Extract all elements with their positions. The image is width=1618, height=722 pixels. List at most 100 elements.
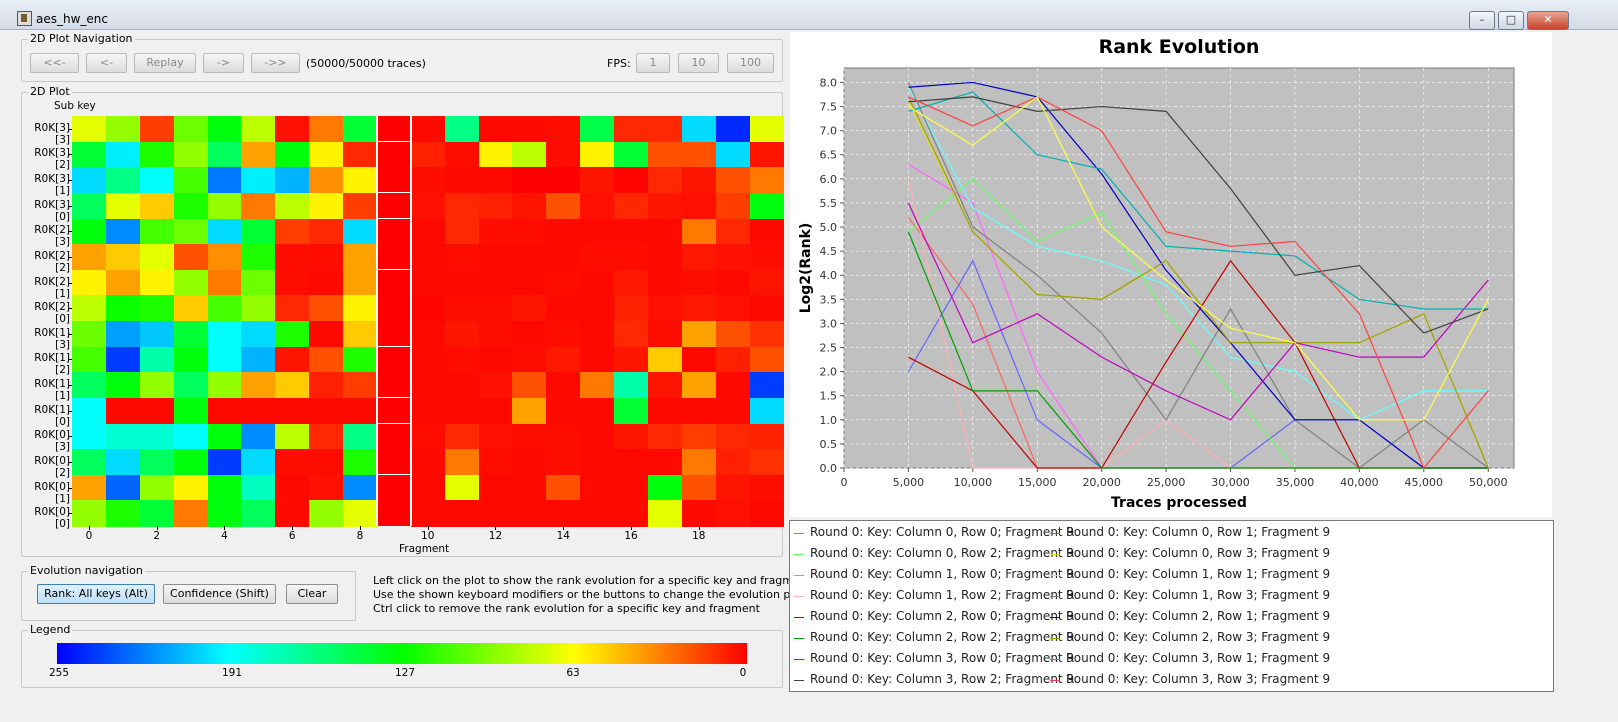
heatmap-cell[interactable] xyxy=(343,321,378,348)
heatmap-cell[interactable] xyxy=(546,372,581,399)
heatmap-cell[interactable] xyxy=(376,449,412,476)
heatmap-cell[interactable] xyxy=(275,346,310,373)
heatmap-cell[interactable] xyxy=(512,167,547,194)
heatmap-cell[interactable] xyxy=(207,423,242,450)
heatmap-cell[interactable] xyxy=(546,397,581,424)
heatmap-cell[interactable] xyxy=(173,141,208,168)
heatmap-cell[interactable] xyxy=(444,397,480,424)
heatmap-cell[interactable] xyxy=(72,295,107,322)
heatmap-cell[interactable] xyxy=(647,321,683,348)
heatmap-cell[interactable] xyxy=(478,192,513,219)
heatmap-cell[interactable] xyxy=(241,218,276,245)
heatmap-cell[interactable] xyxy=(376,474,412,501)
heatmap-cell[interactable] xyxy=(139,474,175,501)
heatmap-cell[interactable] xyxy=(410,449,446,476)
heatmap-cell[interactable] xyxy=(580,141,615,168)
heatmap-cell[interactable] xyxy=(275,167,310,194)
heatmap-cell[interactable] xyxy=(512,397,547,424)
heatmap-cell[interactable] xyxy=(241,141,276,168)
heatmap-cell[interactable] xyxy=(105,192,141,219)
fps-1-button[interactable]: 1 xyxy=(636,53,670,73)
heatmap-cell[interactable] xyxy=(275,295,310,322)
heatmap-cell[interactable] xyxy=(614,269,649,296)
heatmap-cell[interactable] xyxy=(376,397,412,424)
heatmap-cell[interactable] xyxy=(309,192,344,219)
heatmap-cell[interactable] xyxy=(241,346,276,373)
heatmap-cell[interactable] xyxy=(105,423,141,450)
heatmap-cell[interactable] xyxy=(105,474,141,501)
heatmap-cell[interactable] xyxy=(105,372,141,399)
heatmap-cell[interactable] xyxy=(580,167,615,194)
heatmap-cell[interactable] xyxy=(309,346,344,373)
heatmap-cell[interactable] xyxy=(72,346,107,373)
heatmap-cell[interactable] xyxy=(376,321,412,348)
heatmap-cell[interactable] xyxy=(105,116,141,143)
replay-button[interactable]: Replay xyxy=(134,53,196,73)
heatmap-cell[interactable] xyxy=(105,321,141,348)
heatmap-cell[interactable] xyxy=(139,192,175,219)
fps-10-button[interactable]: 10 xyxy=(678,53,719,73)
heatmap-cell[interactable] xyxy=(478,321,513,348)
heatmap-cell[interactable] xyxy=(580,269,615,296)
heatmap-cell[interactable] xyxy=(309,474,344,501)
heatmap-cell[interactable] xyxy=(478,269,513,296)
heatmap-cell[interactable] xyxy=(309,295,344,322)
heatmap-cell[interactable] xyxy=(376,244,412,271)
heatmap-cell[interactable] xyxy=(681,269,717,296)
heatmap-cell[interactable] xyxy=(275,116,310,143)
heatmap-cell[interactable] xyxy=(139,423,175,450)
heatmap-cell[interactable] xyxy=(681,244,717,271)
heatmap-cell[interactable] xyxy=(309,141,344,168)
heatmap-cell[interactable] xyxy=(512,116,547,143)
heatmap-cell[interactable] xyxy=(647,192,683,219)
heatmap-cell[interactable] xyxy=(614,321,649,348)
heatmap-cell[interactable] xyxy=(343,269,378,296)
heatmap-cell[interactable] xyxy=(681,192,717,219)
heatmap-cell[interactable] xyxy=(105,346,141,373)
heatmap-cell[interactable] xyxy=(715,449,751,476)
heatmap-cell[interactable] xyxy=(647,141,683,168)
heatmap-cell[interactable] xyxy=(512,141,547,168)
heatmap-cell[interactable] xyxy=(376,269,412,296)
heatmap-cell[interactable] xyxy=(173,397,208,424)
heatmap-cell[interactable] xyxy=(681,500,717,527)
heatmap-cell[interactable] xyxy=(715,295,751,322)
heatmap-cell[interactable] xyxy=(343,141,378,168)
heatmap-cell[interactable] xyxy=(343,116,378,143)
heatmap-cell[interactable] xyxy=(546,474,581,501)
heatmap-cell[interactable] xyxy=(614,167,649,194)
heatmap-cell[interactable] xyxy=(647,295,683,322)
heatmap-cell[interactable] xyxy=(309,269,344,296)
heatmap-cell[interactable] xyxy=(410,218,446,245)
heatmap-cell[interactable] xyxy=(647,500,683,527)
heatmap-cell[interactable] xyxy=(173,218,208,245)
heatmap-cell[interactable] xyxy=(207,474,242,501)
heatmap-cell[interactable] xyxy=(681,295,717,322)
heatmap-cell[interactable] xyxy=(410,116,446,143)
heatmap-cell[interactable] xyxy=(681,321,717,348)
heatmap-cell[interactable] xyxy=(580,423,615,450)
rank-evolution-chart[interactable]: Rank Evolution 0.0 0.5 1.0 1.5 2.0 2.5 3.0 3.5 4.… xyxy=(790,32,1552,517)
heatmap-cell[interactable] xyxy=(444,346,480,373)
heatmap-cell[interactable] xyxy=(207,346,242,373)
heatmap-cell[interactable] xyxy=(749,269,784,296)
heatmap-cell[interactable] xyxy=(343,244,378,271)
heatmap-cell[interactable] xyxy=(173,167,208,194)
heatmap-cell[interactable] xyxy=(105,269,141,296)
heatmap-cell[interactable] xyxy=(139,167,175,194)
heatmap-cell[interactable] xyxy=(173,346,208,373)
heatmap-cell[interactable] xyxy=(580,218,615,245)
heatmap-cell[interactable] xyxy=(173,423,208,450)
heatmap-cell[interactable] xyxy=(444,218,480,245)
heatmap-cell[interactable] xyxy=(105,167,141,194)
heatmap-cell[interactable] xyxy=(444,141,480,168)
heatmap-cell[interactable] xyxy=(512,218,547,245)
heatmap-cell[interactable] xyxy=(410,141,446,168)
heatmap-cell[interactable] xyxy=(715,500,751,527)
heatmap-cell[interactable] xyxy=(309,167,344,194)
heatmap-cell[interactable] xyxy=(647,269,683,296)
fps-100-button[interactable]: 100 xyxy=(727,53,774,73)
heatmap-cell[interactable] xyxy=(614,141,649,168)
heatmap-cell[interactable] xyxy=(749,218,784,245)
heatmap-cell[interactable] xyxy=(343,346,378,373)
